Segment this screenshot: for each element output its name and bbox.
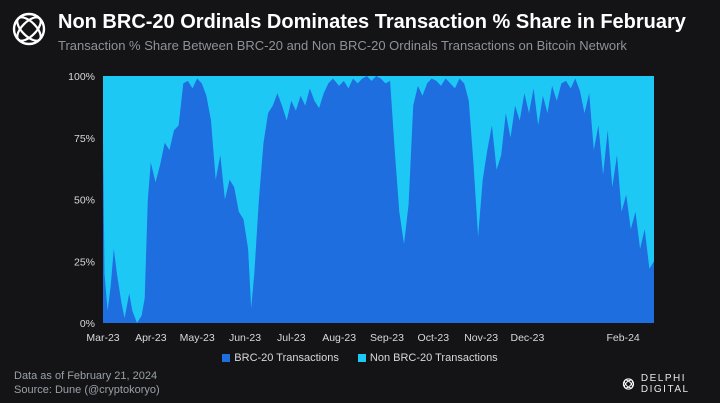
y-tick-label: 50% — [74, 195, 95, 207]
chart-title: Non BRC-20 Ordinals Dominates Transactio… — [58, 11, 686, 33]
x-tick-label: Jul-23 — [277, 332, 306, 344]
y-tick-label: 25% — [74, 256, 95, 268]
legend-swatch-brc20 — [222, 354, 231, 362]
series-area-brc20 — [103, 76, 654, 323]
x-tick-label: Feb-24 — [606, 332, 639, 344]
source-note: Source: Dune (@cryptokoryo) — [14, 384, 160, 396]
brand-logo-icon — [12, 12, 46, 46]
y-tick-label: 100% — [68, 71, 95, 83]
x-tick-label: Oct-23 — [418, 332, 450, 344]
legend-swatch-non-brc20 — [357, 354, 366, 362]
brand-small-logo-icon — [622, 378, 635, 390]
x-tick-label: Apr-23 — [135, 332, 167, 344]
brand-name: DELPHI DIGITAL — [640, 373, 690, 395]
x-tick-label: Dec-23 — [511, 332, 545, 344]
x-tick-label: Mar-23 — [86, 332, 119, 344]
y-tick-label: 75% — [74, 133, 95, 145]
x-tick-label: Aug-23 — [322, 332, 356, 344]
x-tick-label: Nov-23 — [464, 332, 498, 344]
brand-mark: DELPHI DIGITAL — [622, 373, 720, 395]
legend-item-non-brc20: Non BRC-20 Transactions — [357, 352, 498, 364]
x-tick-label: May-23 — [180, 332, 215, 344]
legend-item-brc20: BRC-20 Transactions — [222, 352, 339, 364]
legend-label-non-brc20: Non BRC-20 Transactions — [369, 352, 498, 364]
legend-label-brc20: BRC-20 Transactions — [234, 352, 339, 364]
data-date-note: Data as of February 21, 2024 — [14, 370, 158, 382]
y-tick-label: 0% — [80, 318, 95, 330]
x-tick-label: Sep-23 — [370, 332, 404, 344]
chart-subtitle: Transaction % Share Between BRC-20 and N… — [58, 38, 627, 53]
chart-legend: BRC-20 Transactions Non BRC-20 Transacti… — [0, 352, 720, 365]
x-tick-label: Jun-23 — [229, 332, 261, 344]
